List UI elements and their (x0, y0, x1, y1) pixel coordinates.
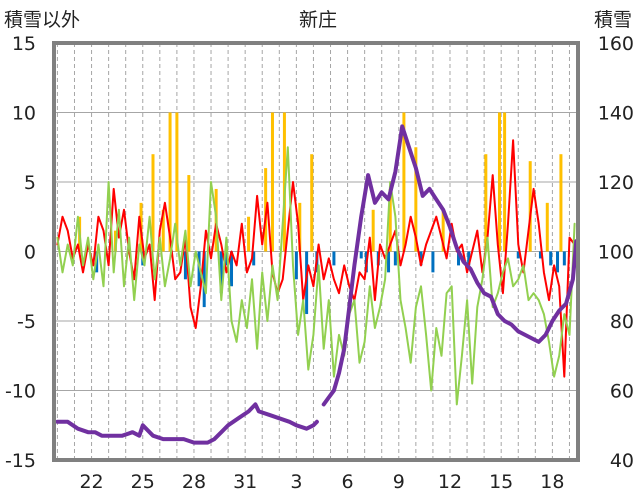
right-tick-label-4: 120 (598, 172, 634, 194)
right-axis-ticks: 40 60 80 100 120 140 160 (598, 33, 634, 472)
bar-0-7 (187, 175, 191, 252)
x-tick-label-2: 28 (182, 471, 206, 493)
bar-0-9 (247, 216, 251, 252)
bar-0-23 (528, 161, 532, 252)
bar-1-24 (549, 251, 553, 266)
left-tick-label-3: 0 (24, 242, 36, 264)
series-line-0 (56, 139, 576, 378)
bar-1-5 (219, 251, 223, 294)
left-tick-label-6: 15 (12, 33, 36, 55)
series-line-3 (321, 124, 579, 407)
bar-0-15 (371, 209, 375, 252)
left-axis-ticks: -15 -10 -5 0 5 10 15 (5, 33, 36, 472)
bar-0-3 (151, 154, 155, 252)
bar-1-9 (294, 251, 298, 280)
right-tick-label-3: 100 (598, 242, 634, 264)
bar-1-16 (387, 251, 391, 273)
bar-1-18 (419, 251, 423, 266)
bar-1-22 (516, 251, 520, 259)
bar-1-2 (183, 251, 187, 280)
left-tick-label-0: -15 (5, 450, 36, 472)
bar-0-12 (282, 112, 286, 252)
bar-1-13 (359, 251, 363, 259)
bar-0-24 (545, 202, 549, 252)
bar-1-6 (224, 251, 228, 266)
bar-0-13 (298, 202, 302, 252)
x-tick-label-5: 6 (342, 471, 354, 493)
bar-1-17 (393, 251, 397, 266)
bar-1-12 (332, 251, 336, 266)
bar-1-7 (230, 251, 234, 287)
x-tick-label-9: 18 (540, 471, 564, 493)
bar-1-20 (457, 251, 461, 266)
bar-0-25 (559, 154, 563, 252)
right-tick-label-5: 140 (598, 103, 634, 125)
chart-title: 新庄 (299, 9, 337, 31)
bar-1-21 (467, 251, 471, 266)
x-tick-label-4: 3 (290, 471, 302, 493)
right-tick-label-1: 60 (610, 381, 634, 403)
x-tick-label-7: 12 (438, 471, 462, 493)
bar-0-18 (414, 147, 418, 252)
bar-0-19 (441, 209, 445, 252)
x-tick-label-1: 25 (131, 471, 155, 493)
x-tick-label-3: 31 (233, 471, 257, 493)
bar-0-17 (402, 112, 406, 252)
bar-0-14 (310, 154, 314, 252)
plot-frame (52, 41, 580, 462)
left-tick-label-2: -5 (17, 311, 36, 333)
bar-1-4 (202, 251, 206, 308)
series-line-2 (55, 402, 319, 445)
series-line-1 (56, 146, 576, 406)
series-lines (55, 124, 579, 445)
bar-0-22 (503, 112, 507, 252)
left-axis-label: 積雪以外 (4, 9, 80, 31)
right-axis-label: 積雪 (594, 9, 632, 31)
bar-0-5 (168, 112, 172, 252)
bar-1-19 (431, 251, 435, 273)
right-tick-label-0: 40 (610, 450, 634, 472)
bar-0-6 (175, 112, 179, 252)
x-tick-label-0: 22 (79, 471, 103, 493)
bar-marks (78, 112, 566, 315)
right-tick-label-2: 80 (610, 311, 634, 333)
bar-1-8 (252, 251, 256, 266)
left-tick-label-1: -10 (5, 381, 36, 403)
left-tick-label-4: 5 (24, 172, 36, 194)
bar-0-11 (270, 112, 274, 252)
x-axis-ticks: 22 25 28 31 3 6 9 12 15 18 (79, 471, 564, 493)
bar-1-26 (562, 251, 566, 266)
x-tick-label-6: 9 (393, 471, 405, 493)
bar-0-20 (484, 154, 488, 252)
left-tick-label-5: 10 (12, 103, 36, 125)
right-tick-label-6: 160 (598, 33, 634, 55)
bar-1-23 (538, 251, 542, 259)
bar-0-16 (388, 188, 392, 252)
bar-0-21 (497, 112, 501, 252)
x-tick-label-8: 15 (489, 471, 513, 493)
bar-1-25 (556, 251, 560, 273)
bar-0-4 (161, 209, 165, 252)
